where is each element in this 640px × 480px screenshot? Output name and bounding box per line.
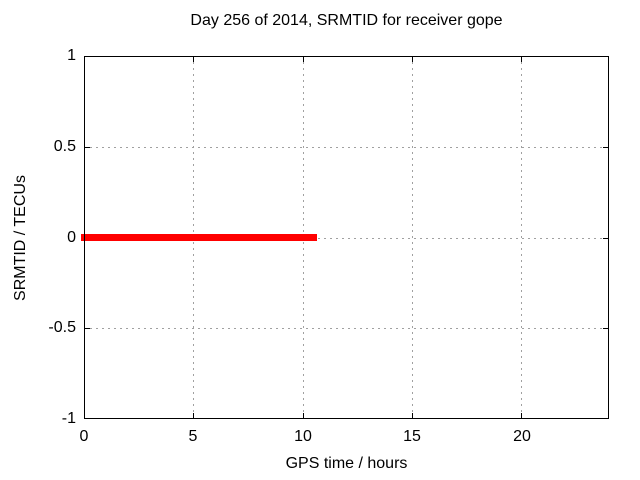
xtick-top-5 bbox=[193, 56, 195, 62]
ytick-label--0.5: -0.5 bbox=[48, 319, 76, 336]
plot-area bbox=[80, 56, 609, 419]
ytick-right-0 bbox=[603, 237, 609, 239]
gridline-y-0.5 bbox=[84, 146, 609, 148]
ytick-label-1: 1 bbox=[67, 47, 76, 64]
gridline-y--0.5 bbox=[84, 328, 609, 330]
xtick-bottom-10 bbox=[302, 413, 304, 419]
xtick-top-10 bbox=[302, 56, 304, 62]
xtick-top-15 bbox=[412, 56, 414, 62]
xtick-bottom-5 bbox=[193, 413, 195, 419]
xtick-label-0: 0 bbox=[79, 428, 89, 445]
ytick-label-0.5: 0.5 bbox=[53, 138, 76, 155]
series-line bbox=[80, 234, 318, 241]
xtick-top-20 bbox=[521, 56, 523, 62]
xtick-bottom-15 bbox=[412, 413, 414, 419]
ytick-label--1: -1 bbox=[61, 410, 76, 427]
ytick-label-0: 0 bbox=[67, 229, 76, 246]
ytick-left-0.5 bbox=[84, 146, 90, 148]
ytick-left--0.5 bbox=[84, 328, 90, 330]
xtick-label-10: 10 bbox=[294, 428, 312, 445]
chart-title: Day 256 of 2014, SRMTID for receiver gop… bbox=[190, 12, 503, 29]
xtick-bottom-20 bbox=[521, 413, 523, 419]
gridline-y-0 bbox=[84, 237, 609, 239]
xtick-label-15: 15 bbox=[403, 428, 421, 445]
x-axis-label: GPS time / hours bbox=[285, 455, 408, 472]
xtick-label-5: 5 bbox=[188, 428, 198, 445]
ytick-right-0.5 bbox=[603, 146, 609, 148]
ytick-right--0.5 bbox=[603, 328, 609, 330]
y-axis-label: SRMTID / TECUs bbox=[12, 175, 29, 301]
xtick-label-20: 20 bbox=[513, 428, 531, 445]
